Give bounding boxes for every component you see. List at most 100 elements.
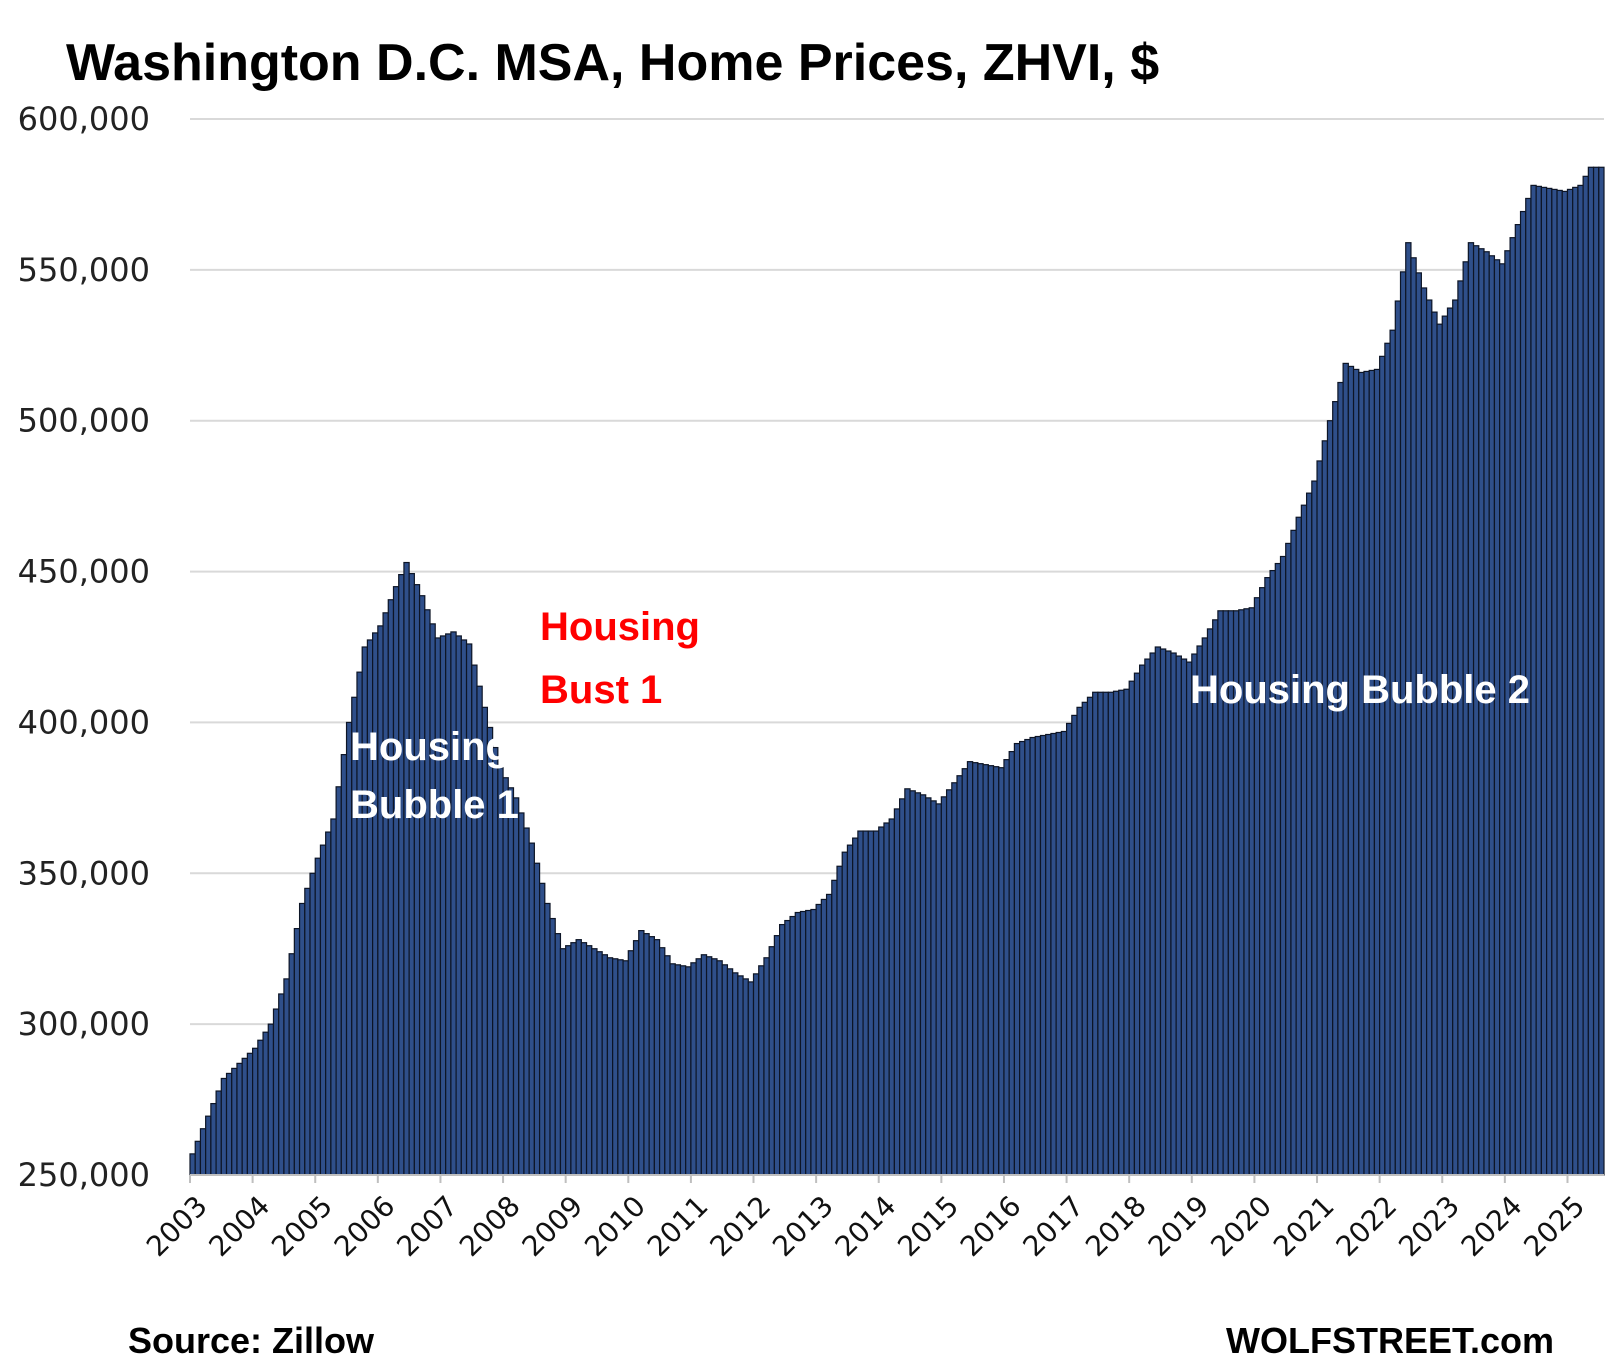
bar xyxy=(940,796,948,1176)
bar xyxy=(460,639,468,1176)
bar xyxy=(408,572,415,1176)
bar xyxy=(799,910,807,1176)
bar xyxy=(231,1067,238,1176)
bar xyxy=(1024,738,1031,1176)
bar xyxy=(429,623,436,1176)
bar xyxy=(246,1052,254,1176)
bar xyxy=(1144,658,1151,1176)
bar xyxy=(1504,250,1511,1176)
bar xyxy=(1274,562,1282,1176)
bar xyxy=(445,633,452,1176)
bar xyxy=(1003,759,1010,1176)
bar xyxy=(1441,315,1449,1176)
bar xyxy=(1159,648,1167,1176)
bar xyxy=(982,764,989,1176)
bar xyxy=(1170,652,1177,1176)
bar xyxy=(1352,368,1360,1176)
bar xyxy=(335,786,342,1176)
bar xyxy=(1295,516,1302,1176)
bar xyxy=(565,945,572,1176)
bar xyxy=(330,818,337,1176)
bar xyxy=(580,942,588,1176)
bar xyxy=(398,573,405,1176)
bar xyxy=(919,794,927,1176)
bar xyxy=(1410,257,1417,1176)
bar xyxy=(862,830,869,1176)
x-tick-label: 2009 xyxy=(516,1189,590,1263)
bar xyxy=(815,903,822,1176)
bar xyxy=(778,923,786,1176)
bar xyxy=(481,706,489,1176)
bar xyxy=(831,879,838,1176)
bar xyxy=(1415,272,1422,1176)
bar xyxy=(1290,529,1297,1176)
bar xyxy=(961,768,969,1176)
bar xyxy=(1128,680,1136,1176)
bar xyxy=(424,609,431,1176)
bar xyxy=(1097,691,1104,1176)
bar xyxy=(966,761,974,1176)
bar xyxy=(1175,655,1182,1176)
bar xyxy=(758,965,765,1176)
bar xyxy=(262,1031,269,1176)
y-tick-label: 550,000 xyxy=(18,251,150,289)
bar xyxy=(267,1023,275,1176)
x-tick-label: 2010 xyxy=(578,1189,652,1263)
bar xyxy=(617,959,624,1176)
bar xyxy=(1139,664,1146,1176)
bar xyxy=(945,789,953,1176)
bar xyxy=(382,612,389,1176)
bar xyxy=(925,797,932,1176)
bar xyxy=(575,939,582,1176)
bar xyxy=(1071,714,1078,1176)
bar xyxy=(1285,542,1292,1176)
x-axis-tick-labels: 2003200420052006200720082009201020112012… xyxy=(140,1175,1591,1263)
bar xyxy=(857,830,864,1176)
bar xyxy=(1196,645,1203,1176)
y-tick-label: 500,000 xyxy=(18,402,150,440)
bar xyxy=(805,909,812,1176)
bar xyxy=(1389,329,1396,1176)
bar xyxy=(596,951,603,1176)
bar xyxy=(664,955,671,1176)
bar xyxy=(909,790,916,1176)
bar xyxy=(732,972,739,1176)
bar xyxy=(538,882,546,1176)
bar xyxy=(899,798,906,1176)
bar xyxy=(747,981,755,1176)
bar xyxy=(1394,300,1402,1176)
bar xyxy=(1446,307,1454,1176)
bar xyxy=(210,1102,217,1176)
bar xyxy=(1316,460,1323,1176)
bar xyxy=(987,765,995,1176)
bar xyxy=(690,962,697,1176)
bar xyxy=(1311,480,1318,1176)
x-tick-label: 2008 xyxy=(453,1189,527,1263)
bar xyxy=(591,948,598,1176)
bar xyxy=(319,844,327,1176)
bar xyxy=(439,635,447,1176)
bar xyxy=(1180,658,1188,1176)
y-axis-tick-labels: 250,000 300,000 350,000 400,000 450,000 500,0… xyxy=(18,100,150,1194)
bar xyxy=(1546,187,1553,1176)
bar xyxy=(956,775,963,1176)
y-tick-label: 350,000 xyxy=(18,854,150,892)
bar xyxy=(518,812,525,1176)
bar xyxy=(199,1128,207,1176)
bar xyxy=(669,963,676,1176)
x-tick-label: 2019 xyxy=(1142,1189,1216,1263)
bar xyxy=(1566,188,1574,1176)
bar xyxy=(252,1047,259,1176)
bar xyxy=(1384,342,1391,1176)
bar xyxy=(1373,368,1381,1176)
bar xyxy=(820,898,828,1176)
x-tick-label: 2004 xyxy=(203,1189,277,1263)
bar xyxy=(465,643,473,1176)
bar xyxy=(1029,736,1036,1176)
bar xyxy=(1483,251,1490,1176)
x-tick-label: 2021 xyxy=(1267,1189,1341,1263)
source-label: Source: Zillow xyxy=(128,1320,375,1361)
bar xyxy=(507,787,515,1176)
bar xyxy=(1342,362,1349,1176)
